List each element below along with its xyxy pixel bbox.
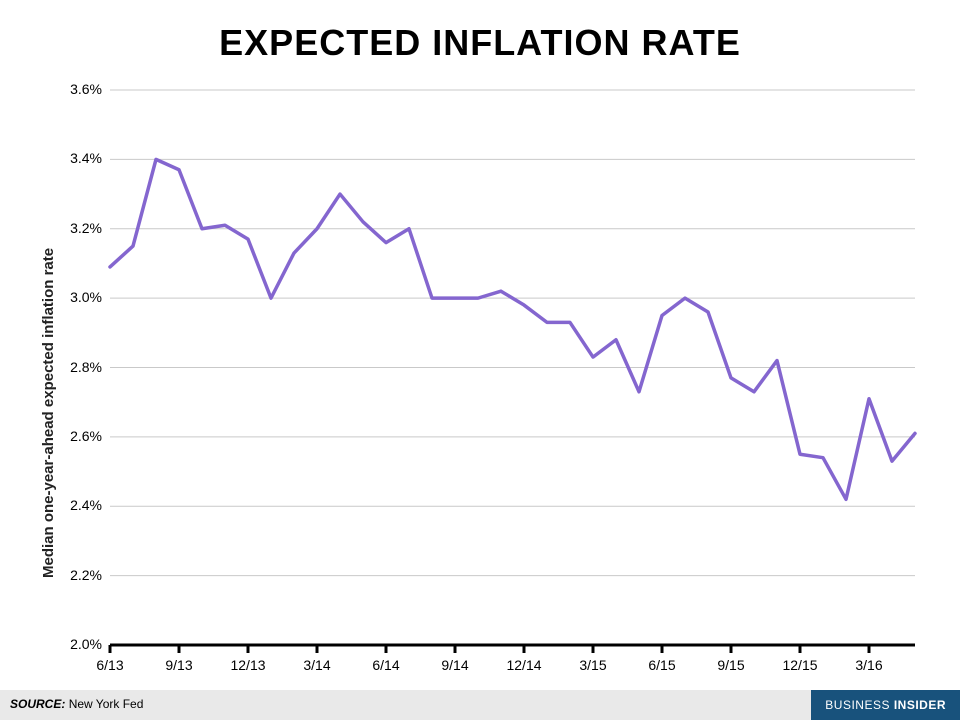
source-text: SOURCE: New York Fed [10, 697, 143, 711]
y-tick-label: 3.0% [70, 289, 102, 305]
source-label: SOURCE: [10, 697, 65, 711]
y-tick-label: 3.4% [70, 150, 102, 166]
y-tick-label: 2.8% [70, 359, 102, 375]
y-tick-label: 3.2% [70, 220, 102, 236]
y-tick-label: 2.6% [70, 428, 102, 444]
y-tick-label: 2.0% [70, 636, 102, 652]
x-tick-label: 9/15 [717, 657, 744, 673]
footer-bar: SOURCE: New York Fed BUSINESS INSIDER [0, 690, 960, 720]
x-tick-label: 3/15 [579, 657, 606, 673]
x-tick-label: 6/14 [372, 657, 399, 673]
x-tick-label: 6/13 [96, 657, 123, 673]
brand-badge: BUSINESS INSIDER [811, 690, 960, 720]
x-tick-label: 9/13 [165, 657, 192, 673]
y-tick-label: 3.6% [70, 81, 102, 97]
y-tick-label: 2.4% [70, 497, 102, 513]
x-tick-label: 3/16 [855, 657, 882, 673]
x-tick-label: 6/15 [648, 657, 675, 673]
x-tick-label: 3/14 [303, 657, 330, 673]
x-tick-label: 12/13 [230, 657, 265, 673]
x-tick-label: 9/14 [441, 657, 468, 673]
brand-word-2: INSIDER [894, 698, 946, 712]
chart-plot [0, 0, 960, 720]
y-tick-label: 2.2% [70, 567, 102, 583]
source-value: New York Fed [69, 697, 144, 711]
brand-word-1: BUSINESS [825, 698, 890, 712]
x-tick-label: 12/14 [506, 657, 541, 673]
chart-container: EXPECTED INFLATION RATE Median one-year-… [0, 0, 960, 720]
y-axis-label: Median one-year-ahead expected inflation… [40, 248, 57, 578]
x-tick-label: 12/15 [782, 657, 817, 673]
